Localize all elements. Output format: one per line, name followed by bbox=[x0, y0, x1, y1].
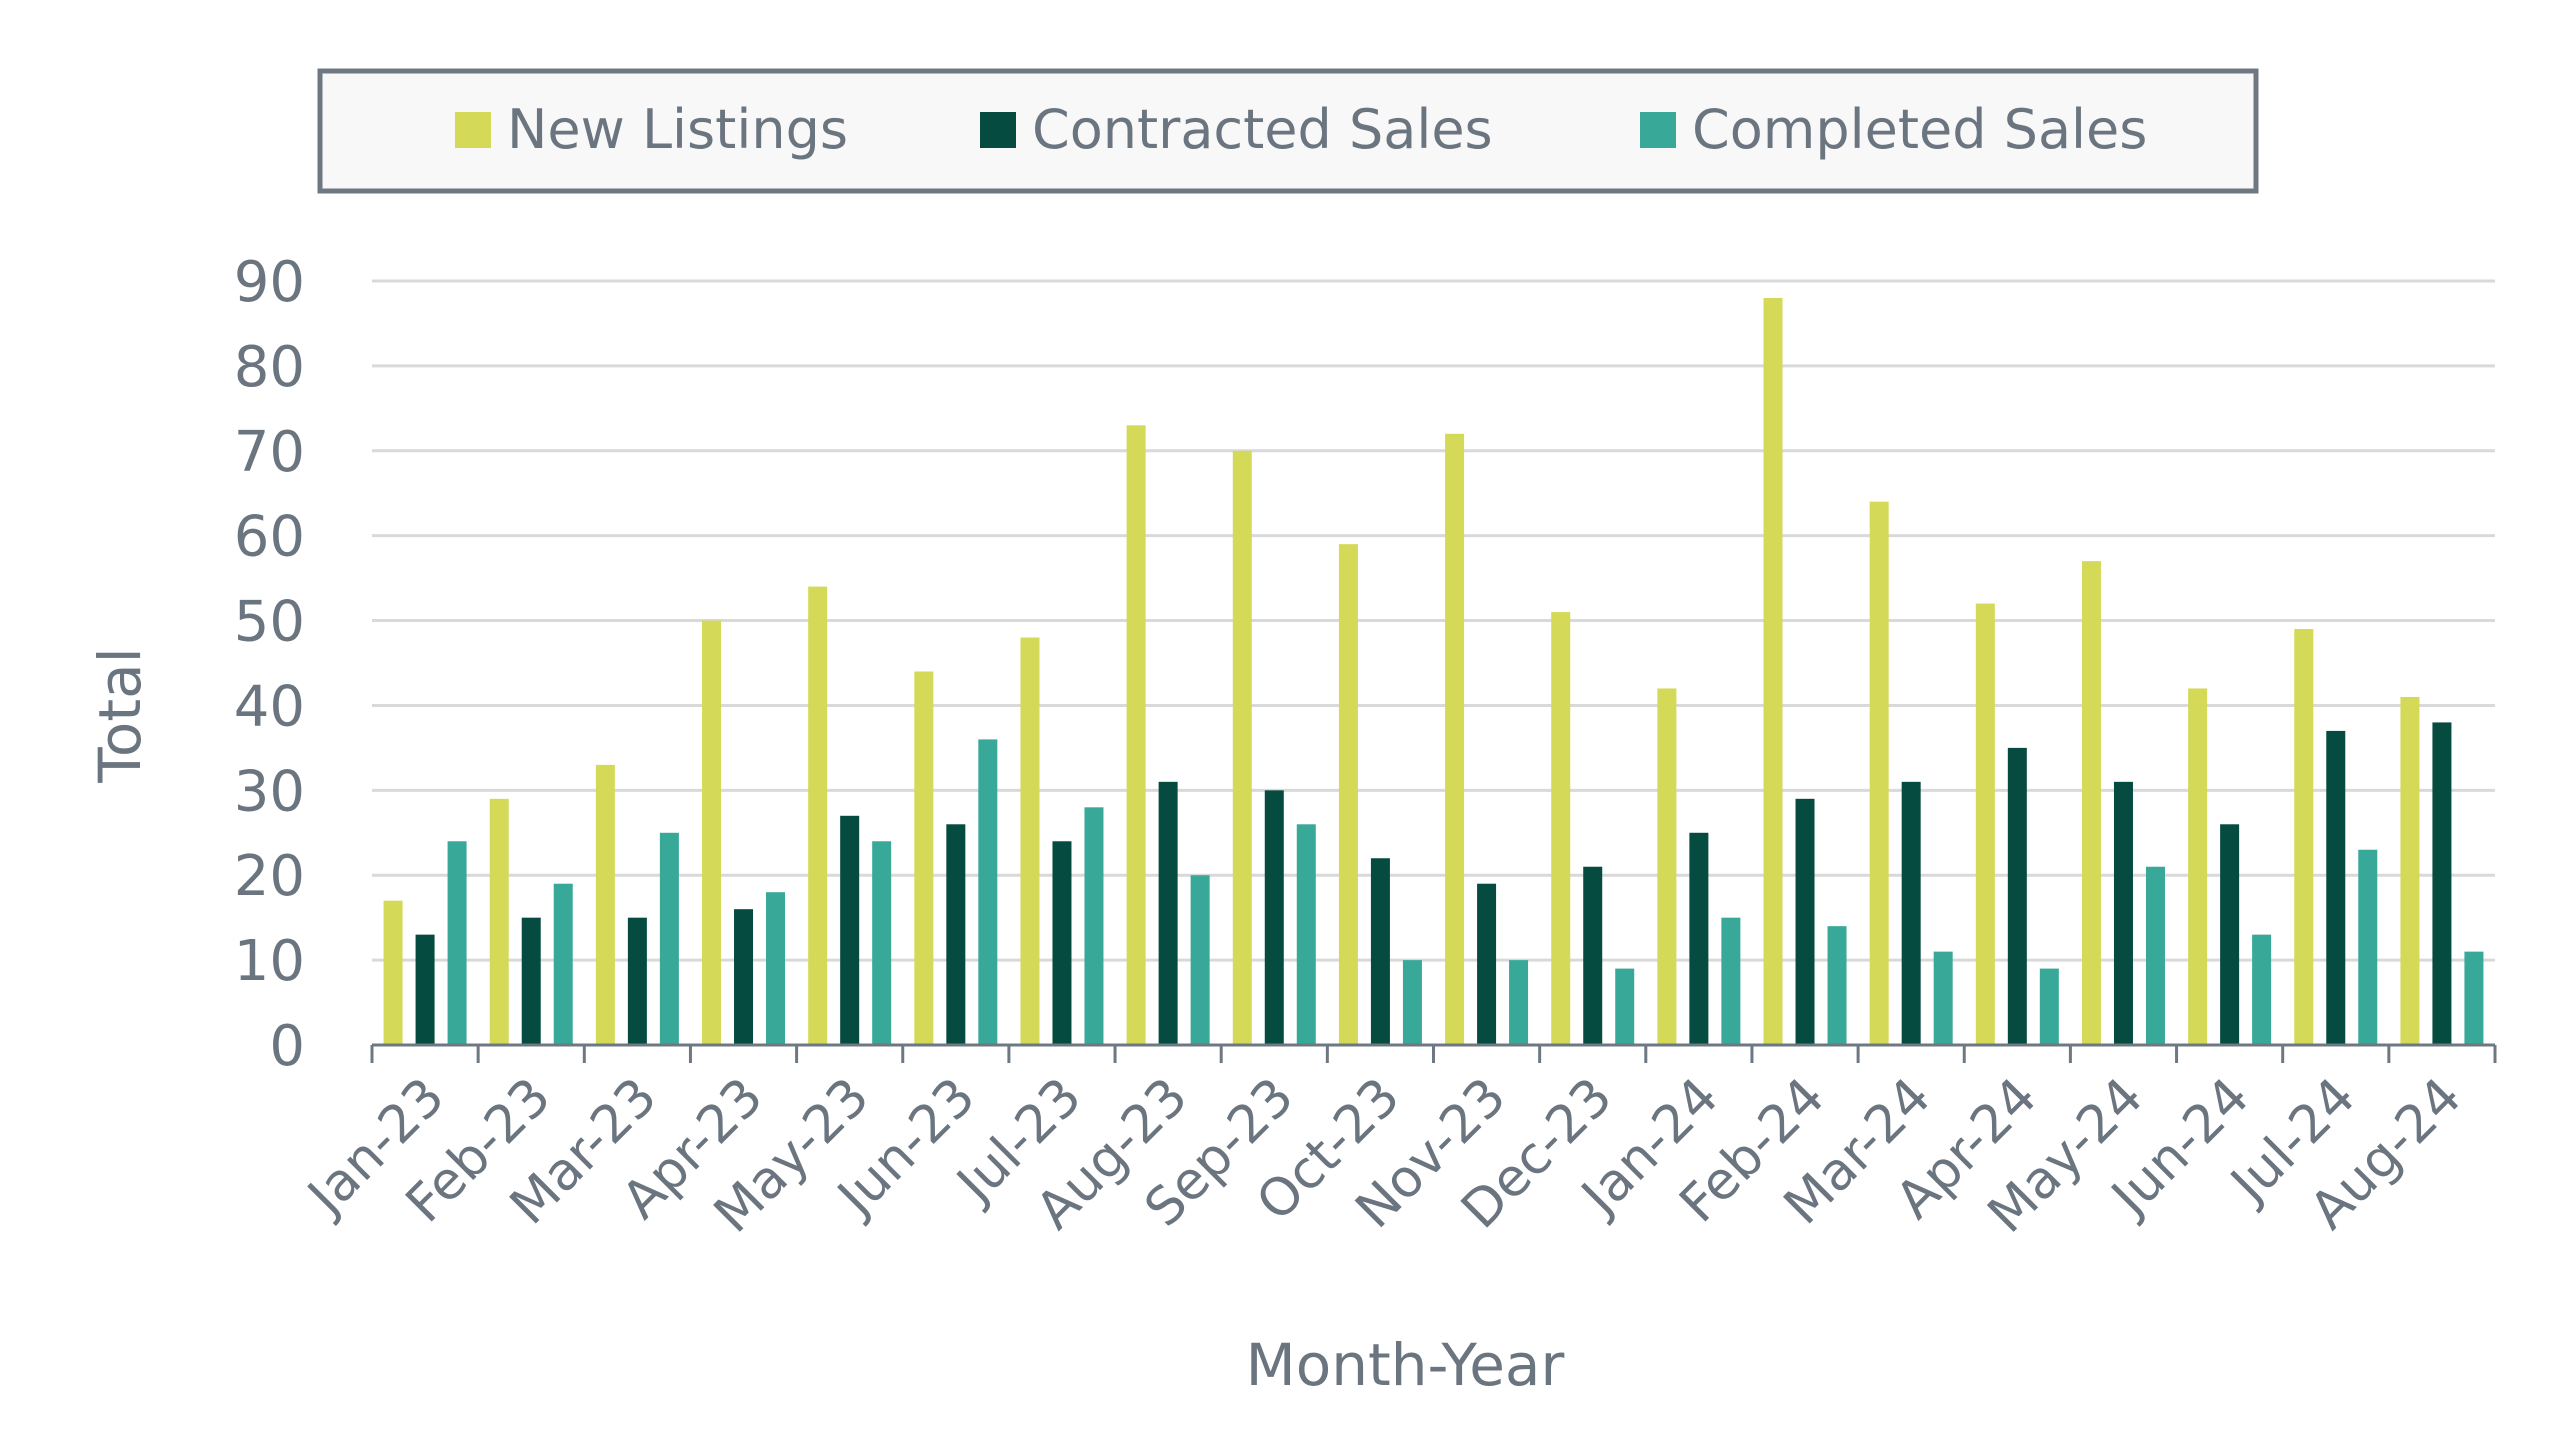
bar bbox=[2294, 629, 2314, 1045]
y-axis-label: Total bbox=[86, 647, 154, 783]
y-tick-label: 70 bbox=[234, 420, 305, 485]
bar bbox=[627, 917, 647, 1045]
bar bbox=[840, 815, 860, 1045]
bar bbox=[1084, 807, 1104, 1045]
x-axis bbox=[370, 1043, 2497, 1063]
bar bbox=[2252, 934, 2272, 1045]
y-tick-label: 20 bbox=[234, 844, 305, 909]
bar bbox=[1126, 425, 1146, 1045]
bar bbox=[2007, 747, 2027, 1045]
bar bbox=[1264, 790, 1284, 1045]
bar bbox=[1795, 798, 1815, 1045]
bar bbox=[1933, 951, 1953, 1045]
bar bbox=[1583, 866, 1603, 1045]
bar bbox=[1020, 637, 1040, 1045]
bar bbox=[1190, 875, 1210, 1045]
bar bbox=[595, 764, 615, 1045]
bar bbox=[1370, 858, 1390, 1045]
y-axis-ticks: 0 10 20 30 40 50 60 70 80 90 bbox=[234, 250, 305, 1079]
bar bbox=[1901, 781, 1921, 1045]
bar bbox=[489, 798, 509, 1045]
bar bbox=[2145, 866, 2165, 1045]
bar bbox=[2400, 696, 2420, 1045]
bar bbox=[766, 892, 786, 1045]
bar bbox=[2039, 968, 2059, 1045]
bar bbox=[734, 909, 754, 1045]
bars bbox=[383, 297, 2484, 1045]
bar bbox=[2326, 730, 2346, 1045]
y-tick-label: 40 bbox=[234, 674, 305, 739]
y-tick-label: 60 bbox=[234, 505, 305, 570]
legend-swatch bbox=[455, 112, 491, 148]
bar bbox=[1615, 968, 1635, 1045]
bar bbox=[2358, 849, 2378, 1045]
bar bbox=[2464, 951, 2484, 1045]
bar bbox=[415, 934, 435, 1045]
y-tick-label: 10 bbox=[234, 929, 305, 994]
bar bbox=[521, 917, 541, 1045]
bar bbox=[1551, 612, 1571, 1045]
bar bbox=[383, 900, 403, 1045]
bar bbox=[1975, 603, 1995, 1045]
bar bbox=[2188, 688, 2208, 1045]
bar bbox=[2113, 781, 2133, 1045]
bar bbox=[1232, 450, 1252, 1045]
bar bbox=[1296, 824, 1316, 1045]
bar bbox=[872, 841, 892, 1045]
legend-swatch bbox=[980, 112, 1016, 148]
bar bbox=[1402, 960, 1422, 1045]
legend-label: New Listings bbox=[507, 98, 848, 161]
bar bbox=[1158, 781, 1178, 1045]
bar bbox=[1689, 832, 1709, 1045]
legend: New Listings Contracted Sales Completed Sa… bbox=[317, 68, 2259, 194]
bar bbox=[1477, 883, 1497, 1045]
bar bbox=[1445, 433, 1465, 1045]
legend-box bbox=[317, 68, 2259, 194]
y-tick-label: 0 bbox=[269, 1014, 305, 1079]
bar bbox=[808, 586, 828, 1045]
x-axis-ticks: Jan-23Feb-23Mar-23Apr-23May-23Jun-23Jul-… bbox=[295, 1067, 2473, 1245]
y-tick-label: 50 bbox=[234, 590, 305, 655]
bar bbox=[659, 832, 679, 1045]
legend-swatch bbox=[1640, 112, 1676, 148]
x-axis-label: Month-Year bbox=[1246, 1331, 1565, 1399]
bar bbox=[2432, 722, 2452, 1045]
bar bbox=[447, 841, 467, 1045]
bar bbox=[978, 739, 998, 1045]
bar bbox=[946, 824, 966, 1045]
bar bbox=[1869, 501, 1889, 1045]
legend-label: Completed Sales bbox=[1692, 98, 2147, 161]
bar bbox=[1827, 926, 1847, 1045]
y-tick-label: 30 bbox=[234, 759, 305, 824]
y-tick-label: 90 bbox=[234, 250, 305, 315]
bar bbox=[1657, 688, 1677, 1045]
y-tick-label: 80 bbox=[234, 335, 305, 400]
gridlines bbox=[372, 279, 2495, 962]
bar bbox=[1763, 297, 1783, 1045]
bar bbox=[702, 620, 722, 1045]
bar bbox=[1721, 917, 1741, 1045]
bar bbox=[1509, 960, 1529, 1045]
legend-label: Contracted Sales bbox=[1032, 98, 1493, 161]
bar bbox=[553, 883, 573, 1045]
bar bbox=[2220, 824, 2240, 1045]
bar bbox=[2081, 561, 2101, 1045]
bar bbox=[914, 671, 934, 1045]
bar bbox=[1338, 544, 1358, 1045]
bar bbox=[1052, 841, 1072, 1045]
